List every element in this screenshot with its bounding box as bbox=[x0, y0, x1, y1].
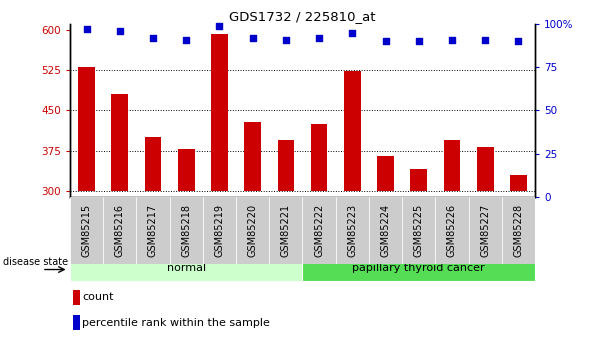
Text: normal: normal bbox=[167, 263, 206, 273]
Point bbox=[347, 30, 357, 36]
Bar bbox=[73, 290, 80, 305]
Point bbox=[480, 37, 490, 42]
Text: GSM85221: GSM85221 bbox=[281, 204, 291, 257]
Bar bbox=[103, 197, 136, 264]
Point bbox=[248, 35, 258, 41]
Text: count: count bbox=[83, 293, 114, 303]
Bar bbox=[477, 147, 494, 191]
Point bbox=[148, 35, 158, 41]
Bar bbox=[244, 122, 261, 191]
Point bbox=[115, 28, 125, 34]
Text: papillary thyroid cancer: papillary thyroid cancer bbox=[353, 263, 485, 273]
Bar bbox=[211, 34, 228, 191]
Bar bbox=[410, 169, 427, 191]
Bar bbox=[111, 94, 128, 191]
Title: GDS1732 / 225810_at: GDS1732 / 225810_at bbox=[229, 10, 376, 23]
Point bbox=[414, 39, 424, 44]
Bar bbox=[510, 175, 527, 191]
Text: disease state: disease state bbox=[4, 257, 69, 267]
Bar bbox=[145, 137, 161, 191]
Bar bbox=[178, 149, 195, 191]
Text: GSM85216: GSM85216 bbox=[115, 204, 125, 257]
Point bbox=[381, 39, 390, 44]
Text: GSM85215: GSM85215 bbox=[81, 204, 92, 257]
Point bbox=[281, 37, 291, 42]
Bar bbox=[302, 197, 336, 264]
Bar bbox=[269, 197, 302, 264]
Text: GSM85224: GSM85224 bbox=[381, 204, 390, 257]
Bar bbox=[73, 315, 80, 330]
Bar bbox=[402, 197, 435, 264]
Text: GSM85223: GSM85223 bbox=[347, 204, 358, 257]
Text: GSM85222: GSM85222 bbox=[314, 204, 324, 257]
Text: percentile rank within the sample: percentile rank within the sample bbox=[83, 318, 271, 328]
Bar bbox=[136, 197, 170, 264]
Bar bbox=[70, 255, 302, 281]
Point bbox=[215, 23, 224, 29]
Point bbox=[447, 37, 457, 42]
Text: GSM85228: GSM85228 bbox=[513, 204, 523, 257]
Bar bbox=[336, 197, 369, 264]
Bar bbox=[369, 197, 402, 264]
Bar bbox=[311, 124, 327, 191]
Text: GSM85220: GSM85220 bbox=[247, 204, 258, 257]
Bar bbox=[203, 197, 236, 264]
Point bbox=[181, 37, 191, 42]
Text: GSM85227: GSM85227 bbox=[480, 204, 490, 257]
Bar bbox=[170, 197, 203, 264]
Text: GSM85226: GSM85226 bbox=[447, 204, 457, 257]
Bar bbox=[278, 140, 294, 191]
Point bbox=[514, 39, 523, 44]
Bar bbox=[502, 197, 535, 264]
Bar bbox=[302, 255, 535, 281]
Point bbox=[81, 27, 91, 32]
Text: GSM85225: GSM85225 bbox=[414, 204, 424, 257]
Bar bbox=[344, 71, 361, 191]
Text: GSM85217: GSM85217 bbox=[148, 204, 158, 257]
Text: GSM85219: GSM85219 bbox=[215, 204, 224, 257]
Point bbox=[314, 35, 324, 41]
Bar bbox=[78, 67, 95, 191]
Bar bbox=[70, 197, 103, 264]
Bar bbox=[377, 156, 394, 191]
Bar bbox=[435, 197, 469, 264]
Bar bbox=[469, 197, 502, 264]
Text: GSM85218: GSM85218 bbox=[181, 204, 191, 257]
Bar bbox=[444, 140, 460, 191]
Bar bbox=[236, 197, 269, 264]
